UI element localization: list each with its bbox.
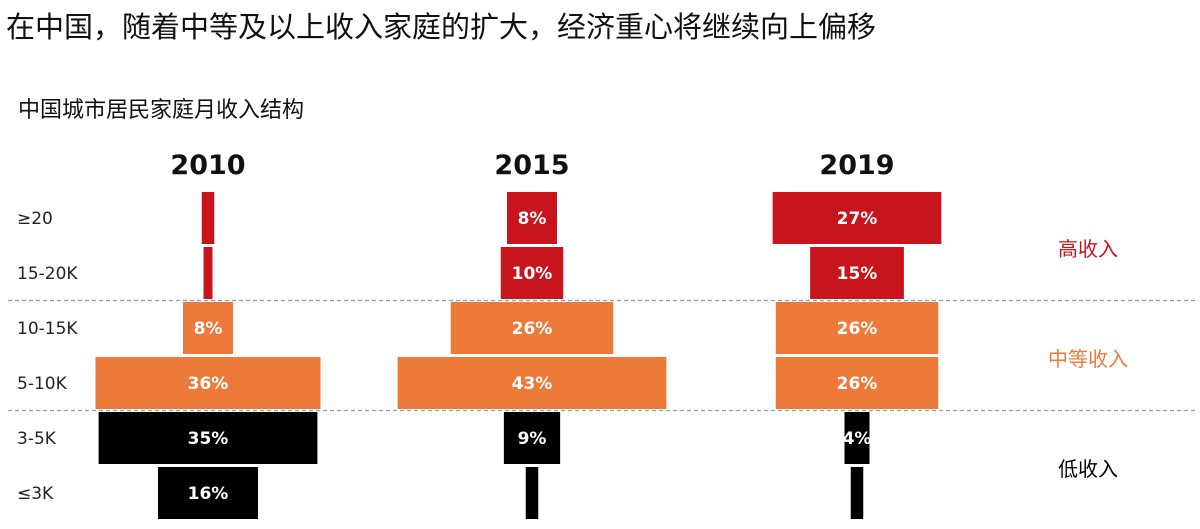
bar <box>850 467 864 519</box>
bar <box>201 192 215 244</box>
bar <box>810 247 904 299</box>
bar-value-label: 16% <box>188 484 229 504</box>
bar-value-label: 4% <box>843 429 872 449</box>
year-label: 2015 <box>494 150 569 181</box>
bar-value-label: 15% <box>837 264 878 284</box>
bar <box>500 247 564 299</box>
group-label: 低收入 <box>1058 457 1118 481</box>
bar <box>203 247 213 299</box>
bar-value-label: 27% <box>837 209 878 229</box>
bar <box>525 467 539 519</box>
bar-value-label: 35% <box>188 429 229 449</box>
bar-value-label: 36% <box>188 374 229 394</box>
row-label: 3-5K <box>17 429 57 449</box>
bar-value-label: 26% <box>837 374 878 394</box>
row-label: 5-10K <box>17 374 68 394</box>
bar <box>397 357 667 409</box>
bar-value-label: 10% <box>512 264 553 284</box>
bar <box>844 412 870 464</box>
bar-value-label: 8% <box>194 319 223 339</box>
bar-value-label: 9% <box>518 429 547 449</box>
bar-value-label: 43% <box>512 374 553 394</box>
bar-value-label: 8% <box>518 209 547 229</box>
chart-title: 中国城市居民家庭月收入结构 <box>18 98 305 123</box>
bar-value-label: 26% <box>512 319 553 339</box>
bar <box>772 192 942 244</box>
bar <box>158 467 258 519</box>
bar <box>95 357 321 409</box>
bar <box>183 302 233 354</box>
row-label: 15-20K <box>17 264 78 284</box>
bar-value-label: 26% <box>837 319 878 339</box>
group-label: 高收入 <box>1058 237 1118 261</box>
page-headline: 在中国，随着中等及以上收入家庭的扩大，经济重心将继续向上偏移 <box>6 10 877 44</box>
row-label: ≤3K <box>17 484 54 504</box>
bar <box>98 412 318 464</box>
bar <box>775 302 939 354</box>
bar <box>775 357 939 409</box>
group-label: 中等收入 <box>1048 347 1128 371</box>
year-label: 2019 <box>819 150 894 181</box>
year-label: 2010 <box>170 150 245 181</box>
bar <box>503 412 561 464</box>
bar <box>450 302 614 354</box>
row-label: ≥20 <box>17 209 53 229</box>
row-label: 10-15K <box>17 319 78 339</box>
bar <box>507 192 557 244</box>
